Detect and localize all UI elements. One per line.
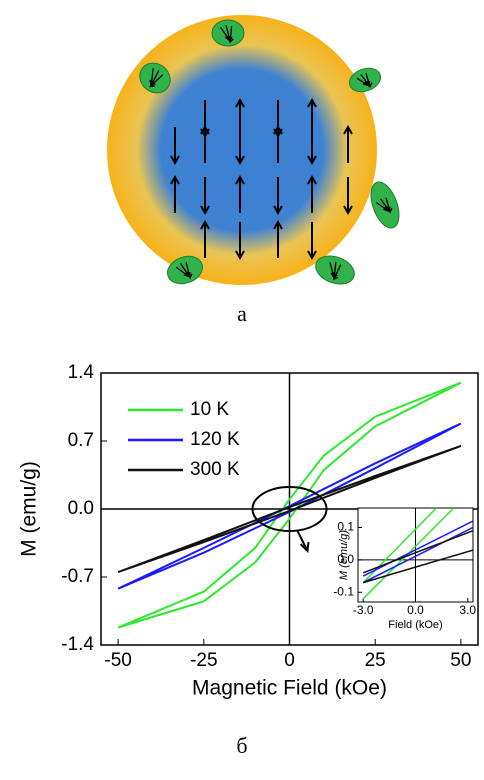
- spin-arrow: [170, 174, 180, 213]
- x-tick-label: 0.0: [407, 603, 424, 617]
- spin-arrow: [307, 174, 317, 213]
- series-line: [117, 381, 462, 629]
- spin-arrow: [332, 264, 342, 281]
- zoom-arrow: [296, 530, 310, 554]
- y-tick-label: -1.4: [61, 634, 94, 655]
- panel-label: б: [236, 733, 247, 758]
- spin-arrow: [200, 177, 210, 216]
- surface-spin: [139, 62, 171, 94]
- legend-label: 120 K: [190, 429, 240, 450]
- series-line: [362, 529, 473, 584]
- surface-spin: [167, 255, 203, 285]
- spin-arrow: [343, 177, 353, 216]
- spin-arrow: [307, 222, 317, 261]
- series-line: [362, 520, 473, 584]
- y-tick-label: 0.7: [68, 430, 94, 451]
- x-tick-label: -50: [104, 650, 131, 671]
- spin-arrow: [170, 127, 180, 166]
- y-tick-label: 0.1: [337, 520, 354, 534]
- spin-arrow: [149, 74, 164, 88]
- spin-arrow: [235, 174, 245, 213]
- y-tick-label: 0.0: [337, 552, 354, 566]
- x-tick-label: -3.0: [353, 603, 374, 617]
- y-axis-label: M (emu/g): [338, 530, 350, 580]
- nanoparticle-diagram: [107, 15, 400, 285]
- particle: [107, 15, 377, 285]
- surface-spin: [315, 255, 355, 285]
- y-tick-label: -0.7: [61, 566, 94, 587]
- series-line: [117, 422, 462, 590]
- series-line: [117, 444, 462, 574]
- panel-label: a: [237, 301, 247, 326]
- zoom-ellipse: [251, 486, 328, 532]
- surface-spin: [349, 67, 381, 93]
- y-tick-label: -0.1: [333, 584, 354, 598]
- surface-spin: [370, 181, 400, 229]
- x-tick-label: 3.0: [459, 603, 476, 617]
- spin-arrow: [365, 73, 373, 88]
- x-tick-label: 50: [450, 650, 471, 671]
- spin-arrow: [273, 219, 283, 258]
- spin-arrow: [228, 25, 234, 44]
- y-tick-label: 0.0: [68, 498, 94, 519]
- spin-arrow: [273, 177, 283, 216]
- spin-arrow: [235, 127, 245, 166]
- spin-arrow: [200, 124, 210, 163]
- inset-chart: -3.0 0.0 3.0 -0.1 0.0 0.1 Field (kOe) M (emu/g): [333, 507, 476, 631]
- surface-spin: [211, 19, 245, 47]
- spin-arrow: [235, 222, 245, 261]
- legend-label: 300 K: [190, 459, 240, 480]
- spin-arrow: [307, 127, 317, 166]
- spin-arrow: [200, 219, 210, 258]
- x-tick-label: 25: [365, 650, 386, 671]
- y-tick-label: 1.4: [68, 362, 95, 383]
- spin-arrow: [273, 124, 283, 163]
- x-axis-label: Magnetic Field (kOe): [192, 677, 387, 700]
- x-axis-label: Field (kOe): [388, 619, 442, 631]
- y-axis-label: M (emu/g): [18, 461, 41, 557]
- spin-arrow: [343, 124, 353, 163]
- spin-arrow: [185, 262, 193, 280]
- x-tick-label: 0: [284, 650, 295, 671]
- x-tick-label: -25: [190, 650, 217, 671]
- spin-arrow: [385, 197, 393, 214]
- legend-label: 10 K: [190, 399, 229, 420]
